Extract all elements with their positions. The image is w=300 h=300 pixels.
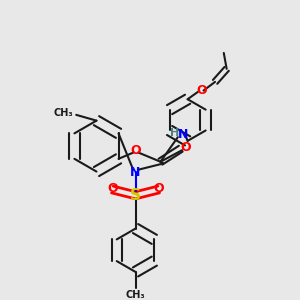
Text: CH₃: CH₃ — [126, 290, 145, 300]
Text: N: N — [178, 128, 188, 141]
Text: S: S — [130, 188, 141, 203]
Text: N: N — [130, 166, 141, 178]
Text: H: H — [170, 128, 180, 138]
Text: O: O — [153, 182, 164, 194]
Text: CH₃: CH₃ — [54, 108, 73, 118]
Text: O: O — [107, 182, 118, 194]
Text: O: O — [196, 84, 207, 97]
Text: O: O — [180, 141, 191, 154]
Text: O: O — [130, 144, 141, 157]
